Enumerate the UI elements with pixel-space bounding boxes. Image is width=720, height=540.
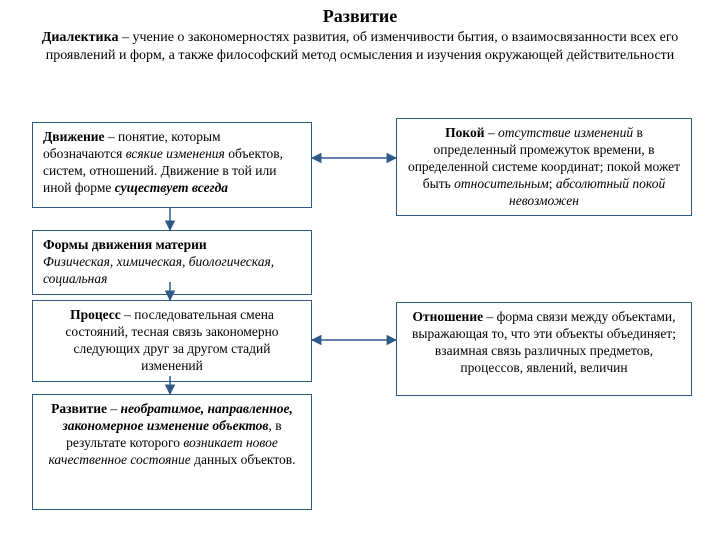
box-development: Развитие – необратимое, направленное, за… xyxy=(32,394,312,510)
page-title: Развитие xyxy=(0,0,720,27)
box-rest: Покой – отсутствие изменений в определен… xyxy=(396,118,692,216)
box-process: Процесс – последовательная смена состоян… xyxy=(32,300,312,382)
intro-text: Диалектика – учение о закономерностях ра… xyxy=(0,27,720,70)
box-relation: Отношение – форма связи между объектами,… xyxy=(396,302,692,396)
box-motion: Движение – понятие, которым обозначаются… xyxy=(32,122,312,208)
box-forms: Формы движения материиФизическая, химиче… xyxy=(32,230,312,295)
